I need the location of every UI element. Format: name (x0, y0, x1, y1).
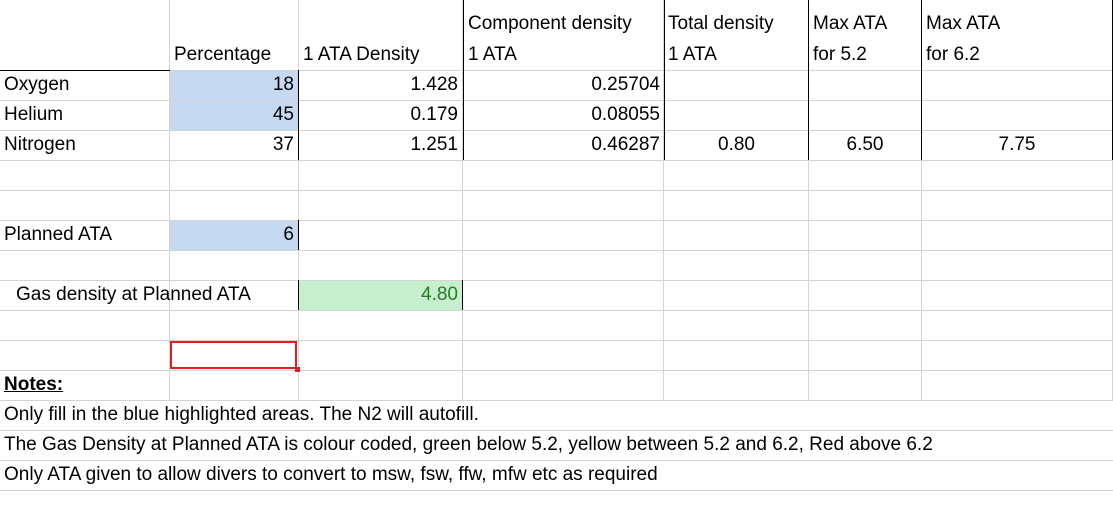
header-total-density: Total density (668, 13, 774, 34)
notes-line-1: Only fill in the blue highlighted areas.… (4, 404, 479, 425)
notes-line-3: Only ATA given to allow divers to conver… (4, 464, 658, 485)
planned-ata-fill (170, 221, 298, 250)
header-max-ata-62: Max ATA (926, 13, 1001, 34)
header-max-ata-52-unit: for 5.2 (813, 44, 867, 65)
max-ata-52-cell[interactable]: 6.50 (846, 134, 884, 155)
header-max-ata-62-unit: for 6.2 (926, 44, 980, 65)
result-fill (299, 281, 462, 310)
gas-density-result-cell[interactable]: 4.80 (421, 284, 458, 305)
gas-name-oxygen[interactable]: Oxygen (4, 74, 70, 95)
gas-name-helium[interactable]: Helium (4, 104, 64, 125)
oxygen-component-cell[interactable]: 0.25704 (591, 74, 660, 95)
header-max-ata-52: Max ATA (813, 13, 888, 34)
oxygen-density-cell[interactable]: 1.428 (410, 74, 458, 95)
max-ata-62-cell[interactable]: 7.75 (998, 134, 1036, 155)
notes-line-2: The Gas Density at Planned ATA is colour… (4, 434, 933, 455)
nitrogen-percentage-cell[interactable]: 37 (272, 134, 294, 155)
helium-percentage-cell[interactable]: 45 (272, 104, 294, 125)
gas-name-nitrogen[interactable]: Nitrogen (4, 134, 76, 155)
gas-density-result-label: Gas density at Planned ATA (16, 284, 251, 305)
planned-ata-cell[interactable]: 6 (283, 224, 294, 245)
nitrogen-component-cell[interactable]: 0.46287 (591, 134, 660, 155)
header-component-density: Component density (468, 13, 632, 34)
planned-ata-label: Planned ATA (4, 224, 113, 245)
notes-title: Notes: (4, 374, 64, 395)
total-density-cell[interactable]: 0.80 (718, 134, 755, 155)
fill-handle[interactable] (295, 367, 300, 372)
header-1ata-density: 1 ATA Density (303, 44, 420, 65)
oxygen-percentage-fill (170, 71, 298, 100)
helium-percentage-fill (170, 101, 298, 130)
oxygen-percentage-cell[interactable]: 18 (272, 74, 294, 95)
helium-component-cell[interactable]: 0.08055 (591, 104, 660, 125)
header-component-density-unit: 1 ATA (468, 44, 517, 65)
selected-cell-outline[interactable] (170, 341, 297, 369)
header-total-density-unit: 1 ATA (668, 44, 717, 65)
nitrogen-density-cell[interactable]: 1.251 (410, 134, 458, 155)
header-percentage: Percentage (174, 44, 272, 65)
helium-density-cell[interactable]: 0.179 (410, 104, 458, 125)
